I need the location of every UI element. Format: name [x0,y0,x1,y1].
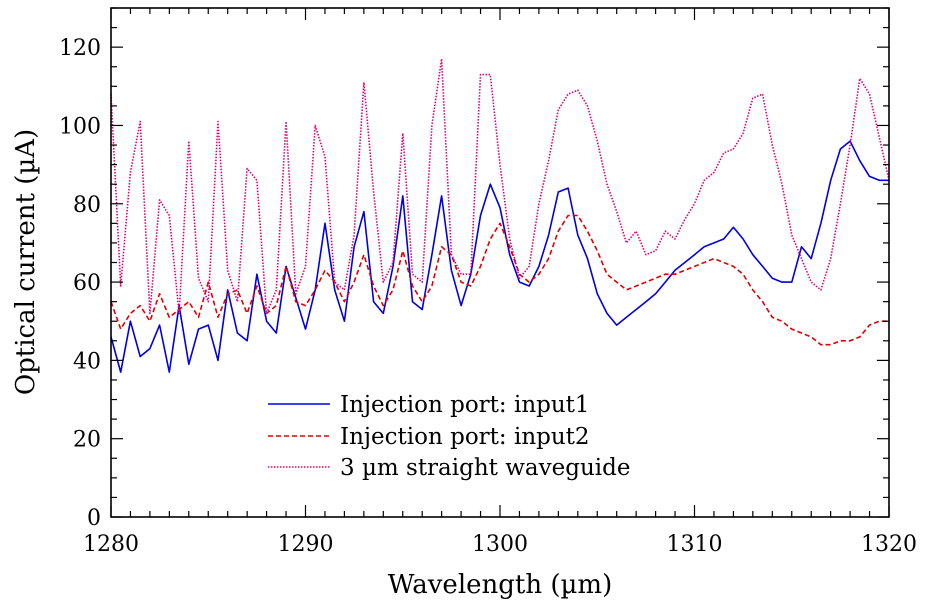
series-line-1 [110,140,889,373]
x-tick-label: 1280 [83,532,139,557]
series-line-2 [110,214,889,346]
y-tick-label: 60 [73,271,101,296]
legend-label-waveguide: 3 µm straight waveguide [340,455,630,481]
legend-label-input1: Injection port: input1 [340,392,590,418]
y-tick-label: 120 [59,36,101,61]
x-tick-label: 1320 [861,532,917,557]
y-tick-labels: 0 20 40 60 80 100 120 [59,36,101,531]
y-tick-label: 80 [73,193,101,218]
x-tick-label: 1310 [667,532,723,557]
x-tick-label: 1290 [278,532,334,557]
x-tick-labels: 1280 1290 1300 1310 1320 [83,532,917,557]
y-tick-label: 0 [87,506,101,531]
legend: Injection port: input1 Injection port: i… [268,392,630,481]
series-line-3 [110,58,890,315]
series-layer [110,58,890,373]
y-axis-title: Optical current (µA) [11,129,41,395]
y-tick-label: 100 [59,114,101,139]
tick-marks [110,7,890,518]
y-tick-label: 20 [73,428,101,453]
y-tick-label: 40 [73,349,101,374]
x-axis-title: Wavelength (µm) [388,570,612,600]
x-tick-label: 1300 [472,532,528,557]
legend-label-input2: Injection port: input2 [340,424,590,450]
